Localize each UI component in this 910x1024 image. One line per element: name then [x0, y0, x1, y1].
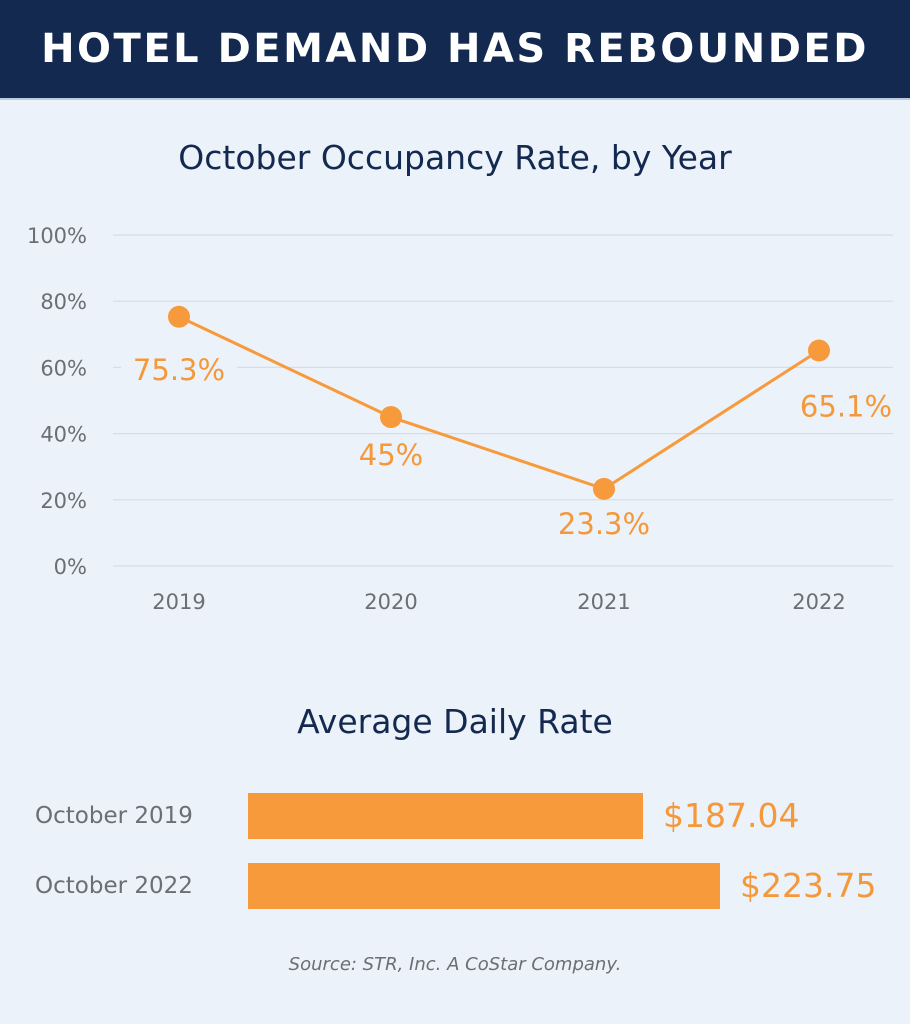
occupancy-line — [178, 315, 820, 491]
y-tick-label: 60% — [40, 356, 87, 380]
x-tick-label: 2019 — [152, 590, 205, 614]
data-point-label: 75.3% — [133, 353, 225, 387]
data-point-marker — [593, 477, 615, 500]
header-banner: HOTEL DEMAND HAS REBOUNDED — [0, 0, 910, 98]
bar-chart-title: Average Daily Rate — [297, 702, 613, 741]
data-point-label: 65.1% — [800, 390, 892, 424]
data-point-marker — [168, 305, 190, 328]
source-note: Source: STR, Inc. A CoStar Company. — [288, 954, 622, 975]
data-label-bg — [546, 506, 662, 541]
y-axis-ticks: 0% 20% 40% 60% 80% 100% — [27, 224, 87, 579]
x-axis-ticks: 2019 2020 2021 2022 — [152, 590, 845, 614]
occupancy-line-chart: 0% 20% 40% 60% 80% 100% 2019 2020 2021 2022 75.3… — [26, 224, 904, 614]
bar-category-label: October 2022 — [35, 873, 193, 899]
bar-category-label: October 2019 — [35, 803, 193, 829]
bar-row-october-2019: October 2019 $187.04 — [0, 793, 910, 839]
data-point-label: 23.3% — [558, 507, 650, 541]
x-tick-label: 2022 — [792, 590, 845, 614]
bar-row-october-2022: October 2022 $223.75 — [0, 863, 910, 909]
data-point-label: 45% — [359, 438, 423, 472]
x-tick-label: 2020 — [364, 590, 417, 614]
y-tick-label: 20% — [40, 489, 87, 513]
header-divider — [0, 98, 910, 100]
page-title: HOTEL DEMAND HAS REBOUNDED — [41, 26, 869, 72]
bar-october-2022 — [248, 863, 720, 909]
gridlines — [113, 234, 893, 567]
y-tick-label: 40% — [40, 423, 87, 447]
data-label-bg — [333, 438, 449, 473]
data-label-bg — [121, 352, 237, 387]
x-tick-label: 2021 — [577, 590, 630, 614]
y-tick-label: 0% — [54, 555, 87, 579]
line-chart-title: October Occupancy Rate, by Year — [178, 138, 732, 177]
data-point-marker — [380, 406, 402, 429]
bar-value-label: $223.75 — [740, 866, 877, 905]
y-tick-label: 100% — [27, 224, 87, 248]
y-tick-label: 80% — [40, 290, 87, 314]
bar-october-2019 — [248, 793, 643, 839]
occupancy-series: 75.3% 45% 23.3% 65.1% — [121, 305, 904, 541]
data-label-bg — [788, 389, 904, 424]
bar-value-label: $187.04 — [663, 796, 800, 835]
data-point-marker — [808, 339, 830, 362]
